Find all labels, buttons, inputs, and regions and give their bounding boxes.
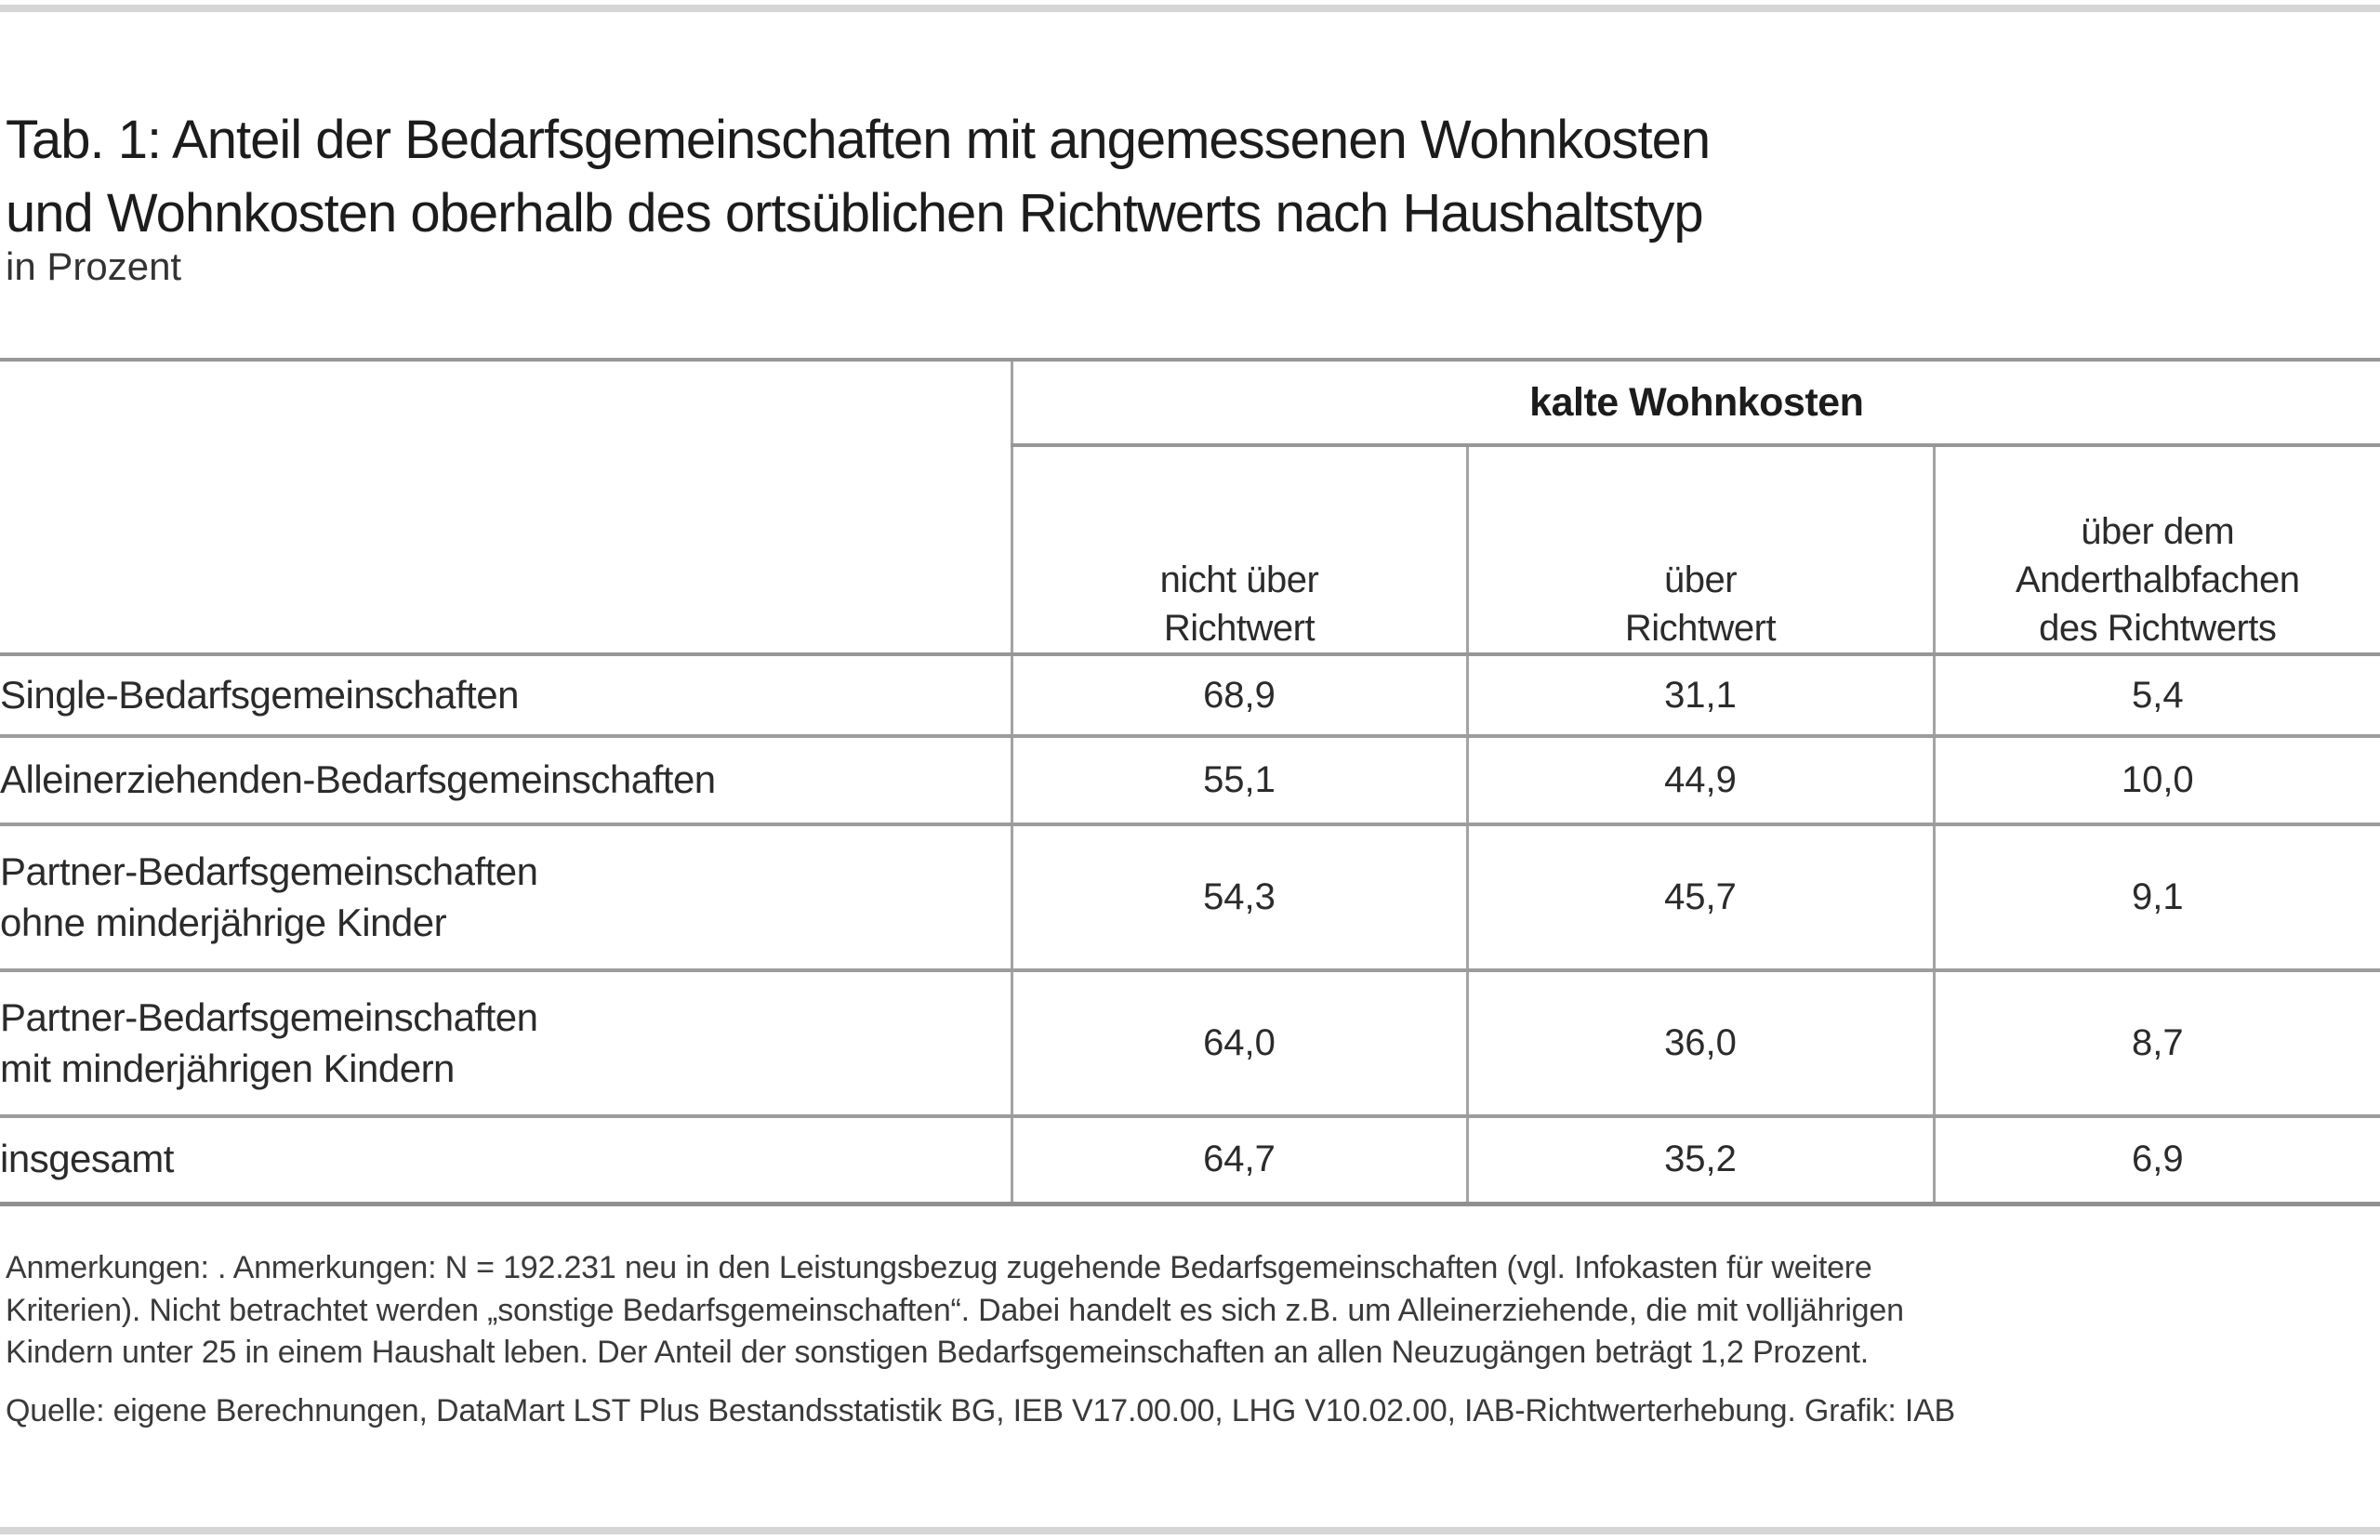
row-label: Single-Bedarfsgemeinschaften [0,654,1012,738]
value-cell: 6,9 [1932,1116,2380,1206]
value-cell: 31,1 [1465,654,1934,738]
value-cell: 35,2 [1465,1116,1934,1206]
value-cell: 8,7 [1932,970,2380,1118]
column-header-ueber-anderthalbfachen: über dem Anderthalbfachen des Richtwerts [1932,445,2380,656]
value-cell: 64,7 [1010,1116,1467,1206]
corner-cell [0,360,1013,656]
value-cell: 10,0 [1932,736,2380,826]
table-row-alleinerziehende: Alleinerziehenden-Bedarfsgemeinschaften … [0,736,2380,826]
column-header-nicht-ueber-richtwert: nicht über Richtwert [1012,445,1467,656]
annotations-text: Anmerkungen: . Anmerkungen: N = 192.231 … [6,1250,1904,1371]
value-cell: 68,9 [1010,654,1467,738]
row-label: insgesamt [0,1116,1012,1206]
bottom-divider [0,1527,2380,1534]
row-label: Alleinerziehenden-Bedarfsgemeinschaften [0,736,1012,826]
group-header-row: kalte Wohnkosten [0,360,2380,656]
value-cell: 45,7 [1465,824,1934,972]
household-wohnkosten-table: kalte Wohnkosten nicht über Richtwert üb… [0,358,2380,1206]
value-cell: 55,1 [1010,736,1467,826]
column-header-ueber-richtwert: über Richtwert [1465,445,1934,656]
value-cell: 64,0 [1010,970,1467,1118]
value-cell: 36,0 [1465,970,1934,1118]
value-cell: 44,9 [1465,736,1934,826]
page-subtitle: in Prozent [6,244,182,288]
value-cell: 9,1 [1932,824,2380,972]
table-row-insgesamt: insgesamt 64,7 35,2 6,9 [0,1116,2380,1206]
row-label: Partner-Bedarfsgemeinschaften ohne minde… [0,824,1012,972]
value-cell: 54,3 [1010,824,1467,972]
page-title: Tab. 1: Anteil der Bedarfsgemeinschaften… [6,109,1711,244]
column-header-row: nicht über Richtwert über Richtwert über… [0,445,2380,656]
table-row-partner-ohne-kinder: Partner-Bedarfsgemeinschaften ohne minde… [0,824,2380,972]
row-label: Partner-Bedarfsgemeinschaften mit minder… [0,970,1012,1118]
group-header-cell: kalte Wohnkosten [1010,360,2380,447]
source-text: Quelle: eigene Berechnungen, DataMart LS… [6,1393,1956,1428]
table-row-single: Single-Bedarfsgemeinschaften 68,9 31,1 5… [0,654,2380,738]
value-cell: 5,4 [1932,654,2380,738]
table-row-partner-mit-kindern: Partner-Bedarfsgemeinschaften mit minder… [0,970,2380,1118]
top-divider [0,5,2380,12]
